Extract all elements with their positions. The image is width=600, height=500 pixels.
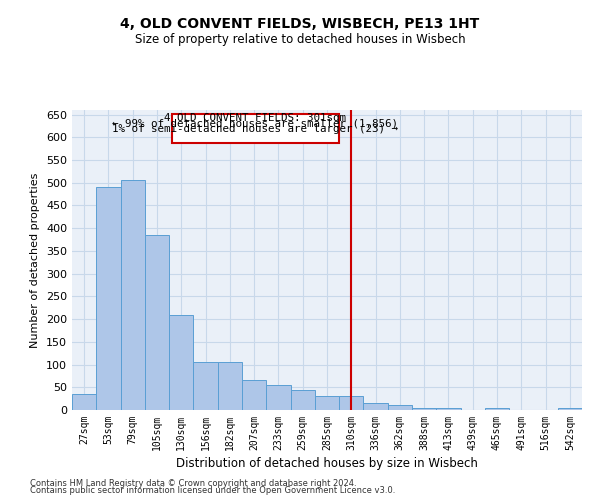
Bar: [436, 408, 461, 410]
Bar: [315, 396, 339, 410]
Bar: [266, 385, 290, 410]
Text: 1% of semi-detached houses are larger (23) →: 1% of semi-detached houses are larger (2…: [112, 124, 398, 134]
Text: 4 OLD CONVENT FIELDS: 301sqm: 4 OLD CONVENT FIELDS: 301sqm: [164, 113, 346, 123]
Bar: [72, 394, 96, 410]
Bar: [218, 362, 242, 410]
Text: Contains public sector information licensed under the Open Government Licence v3: Contains public sector information licen…: [30, 486, 395, 495]
Text: Size of property relative to detached houses in Wisbech: Size of property relative to detached ho…: [134, 32, 466, 46]
Bar: [290, 390, 315, 410]
Text: 4, OLD CONVENT FIELDS, WISBECH, PE13 1HT: 4, OLD CONVENT FIELDS, WISBECH, PE13 1HT: [121, 18, 479, 32]
Bar: [339, 396, 364, 410]
Bar: [485, 408, 509, 410]
Bar: [242, 380, 266, 410]
Text: ← 99% of detached houses are smaller (1,856): ← 99% of detached houses are smaller (1,…: [112, 118, 398, 128]
Bar: [172, 114, 339, 143]
Bar: [121, 180, 145, 410]
Bar: [558, 408, 582, 410]
Bar: [388, 406, 412, 410]
Bar: [193, 362, 218, 410]
Bar: [364, 403, 388, 410]
Bar: [412, 408, 436, 410]
Text: Contains HM Land Registry data © Crown copyright and database right 2024.: Contains HM Land Registry data © Crown c…: [30, 478, 356, 488]
Bar: [169, 314, 193, 410]
Bar: [145, 235, 169, 410]
Bar: [96, 188, 121, 410]
X-axis label: Distribution of detached houses by size in Wisbech: Distribution of detached houses by size …: [176, 457, 478, 470]
Y-axis label: Number of detached properties: Number of detached properties: [31, 172, 40, 348]
